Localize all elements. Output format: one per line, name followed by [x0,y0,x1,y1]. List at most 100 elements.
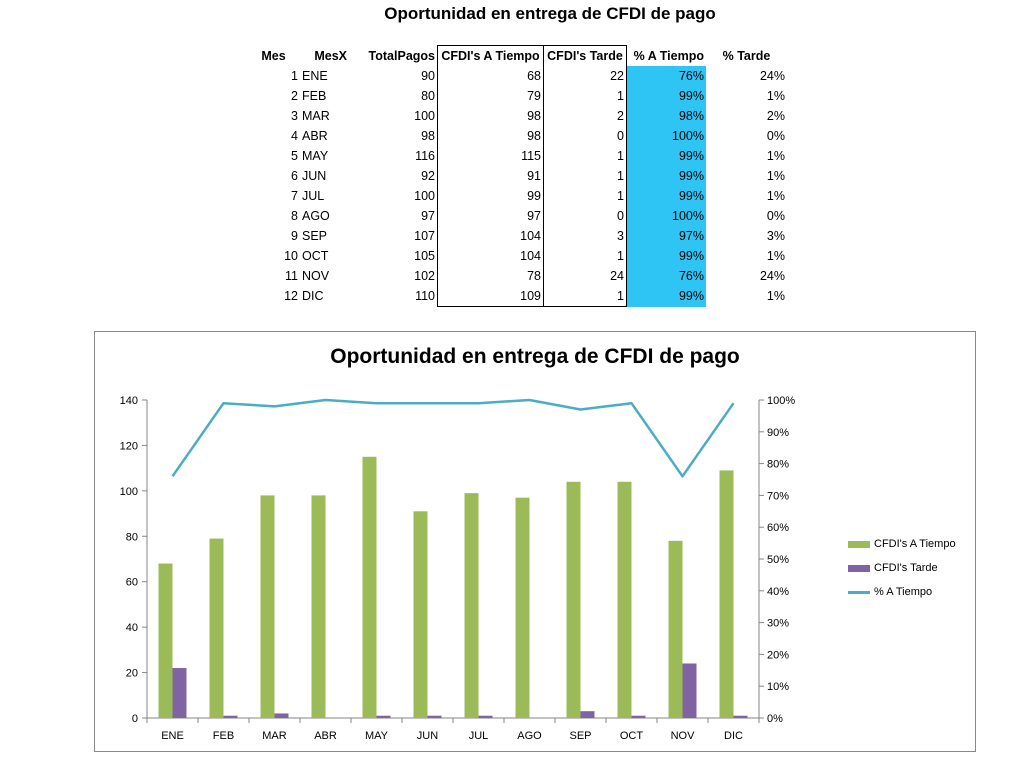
cell-mes[interactable]: 12 [284,289,298,304]
cell-mesx[interactable]: NOV [302,269,330,283]
cell-tarde[interactable]: 0 [543,206,627,226]
cell-a-tiempo[interactable]: 109 [437,286,544,307]
cell-pct-a-tiempo[interactable]: 99% [626,146,706,166]
cell-tarde[interactable]: 0 [543,126,627,146]
cell-mesx[interactable]: AGO [302,209,330,223]
cell-pct-a-tiempo[interactable]: 99% [626,86,706,106]
y-tick-label-right: 100% [767,395,795,407]
cell-mesx[interactable]: DIC [302,289,324,304]
header-mesx[interactable]: MesX [314,48,347,63]
cell-pct-a-tiempo[interactable]: 76% [626,266,706,286]
cell-pct-tarde[interactable]: 1% [766,169,785,183]
cell-total[interactable]: 100 [414,189,435,203]
cell-pct-a-tiempo[interactable]: 100% [626,126,706,146]
cell-tarde[interactable]: 1 [543,246,627,266]
cell-a-tiempo[interactable]: 104 [437,246,544,266]
cell-tarde[interactable]: 1 [543,286,627,307]
cell-pct-tarde[interactable]: 1% [766,289,785,304]
cell-mesx[interactable]: SEP [302,229,328,243]
cell-mes[interactable]: 2 [291,89,298,103]
cell-tarde[interactable]: 1 [543,186,627,206]
cell-mesx[interactable]: JUL [302,189,325,203]
cell-pct-tarde[interactable]: 1% [766,89,785,103]
cell-total[interactable]: 97 [421,209,435,223]
cell-total[interactable]: 90 [421,69,435,83]
cell-pct-tarde[interactable]: 1% [766,189,785,203]
cell-total[interactable]: 110 [415,289,435,304]
cell-total[interactable]: 105 [414,249,435,263]
cell-mes[interactable]: 4 [291,129,298,143]
cell-a-tiempo[interactable]: 78 [437,266,544,286]
header-pct-tarde[interactable]: % Tarde [722,48,771,63]
cell-tarde[interactable]: 22 [543,66,627,86]
cell-a-tiempo[interactable]: 99 [437,186,544,206]
cell-pct-a-tiempo[interactable]: 99% [626,246,706,266]
cell-pct-a-tiempo[interactable]: 100% [626,206,706,226]
cell-a-tiempo[interactable]: 97 [437,206,544,226]
cell-mes[interactable]: 5 [291,149,298,163]
cell-total[interactable]: 107 [414,229,435,243]
cell-mes[interactable]: 11 [285,269,298,283]
cell-pct-tarde[interactable]: 1% [766,249,785,263]
cell-a-tiempo[interactable]: 115 [437,146,544,166]
cell-mesx[interactable]: ABR [302,129,328,143]
cell-pct-tarde[interactable]: 0% [766,129,785,143]
cell-total[interactable]: 100 [414,109,435,123]
cell-a-tiempo[interactable]: 98 [437,106,544,126]
cell-pct-a-tiempo[interactable]: 99% [626,286,706,307]
cell-total[interactable]: 80 [421,89,435,103]
header-total-pagos[interactable]: TotalPagos [368,48,435,63]
cell-mesx[interactable]: MAY [302,149,329,163]
chart-legend[interactable]: CFDI's A Tiempo CFDI's Tarde % A Tiempo [848,532,956,604]
cell-a-tiempo[interactable]: 79 [437,86,544,106]
chart-area[interactable]: Oportunidad en entrega de CFDI de pago 0… [94,331,976,752]
cell-total[interactable]: 116 [415,149,435,163]
cell-a-tiempo[interactable]: 98 [437,126,544,146]
cell-pct-a-tiempo[interactable]: 98% [626,106,706,126]
cell-pct-tarde[interactable]: 3% [766,229,785,243]
header-tarde[interactable]: CFDI's Tarde [543,45,627,66]
bar-a-tiempo [668,540,683,718]
cell-mesx[interactable]: ENE [302,69,328,83]
cell-mesx[interactable]: MAR [302,109,330,123]
cell-pct-tarde[interactable]: 24% [759,269,785,283]
cell-total[interactable]: 92 [421,169,435,183]
header-pct-a-tiempo[interactable]: % A Tiempo [633,48,704,63]
bar-a-tiempo [566,481,581,718]
cell-pct-a-tiempo[interactable]: 99% [626,166,706,186]
cell-a-tiempo[interactable]: 68 [437,66,544,86]
legend-swatch-a-tiempo [848,540,870,548]
cell-mes[interactable]: 6 [291,169,298,183]
header-a-tiempo[interactable]: CFDI's A Tiempo [437,45,544,66]
cell-mesx[interactable]: OCT [302,249,329,263]
cell-mesx[interactable]: JUN [302,169,327,183]
cell-pct-a-tiempo[interactable]: 97% [626,226,706,246]
cell-tarde[interactable]: 2 [543,106,627,126]
y-tick-label-left: 20 [126,668,138,680]
cell-mes[interactable]: 3 [291,109,298,123]
cell-mesx[interactable]: FEB [302,89,327,103]
cell-pct-tarde[interactable]: 1% [766,149,785,163]
cell-pct-tarde[interactable]: 24% [759,69,785,83]
cell-mes[interactable]: 1 [291,69,298,83]
cell-tarde[interactable]: 24 [543,266,627,286]
cell-pct-a-tiempo[interactable]: 99% [626,186,706,206]
cell-tarde[interactable]: 1 [543,86,627,106]
header-mes[interactable]: Mes [261,48,286,63]
cell-mes[interactable]: 7 [291,189,298,203]
cell-pct-tarde[interactable]: 2% [766,109,785,123]
cell-pct-tarde[interactable]: 0% [766,209,785,223]
cell-mes[interactable]: 8 [291,209,298,223]
cell-mes[interactable]: 10 [284,249,298,263]
cell-pct-a-tiempo[interactable]: 76% [626,66,706,86]
x-tick-label: NOV [671,730,696,742]
cell-total[interactable]: 102 [414,269,435,283]
cell-a-tiempo[interactable]: 104 [437,226,544,246]
cell-tarde[interactable]: 3 [543,226,627,246]
bar-tarde [274,713,289,718]
cell-a-tiempo[interactable]: 91 [437,166,544,186]
cell-tarde[interactable]: 1 [543,146,627,166]
cell-total[interactable]: 98 [421,129,435,143]
cell-mes[interactable]: 9 [291,229,298,243]
cell-tarde[interactable]: 1 [543,166,627,186]
